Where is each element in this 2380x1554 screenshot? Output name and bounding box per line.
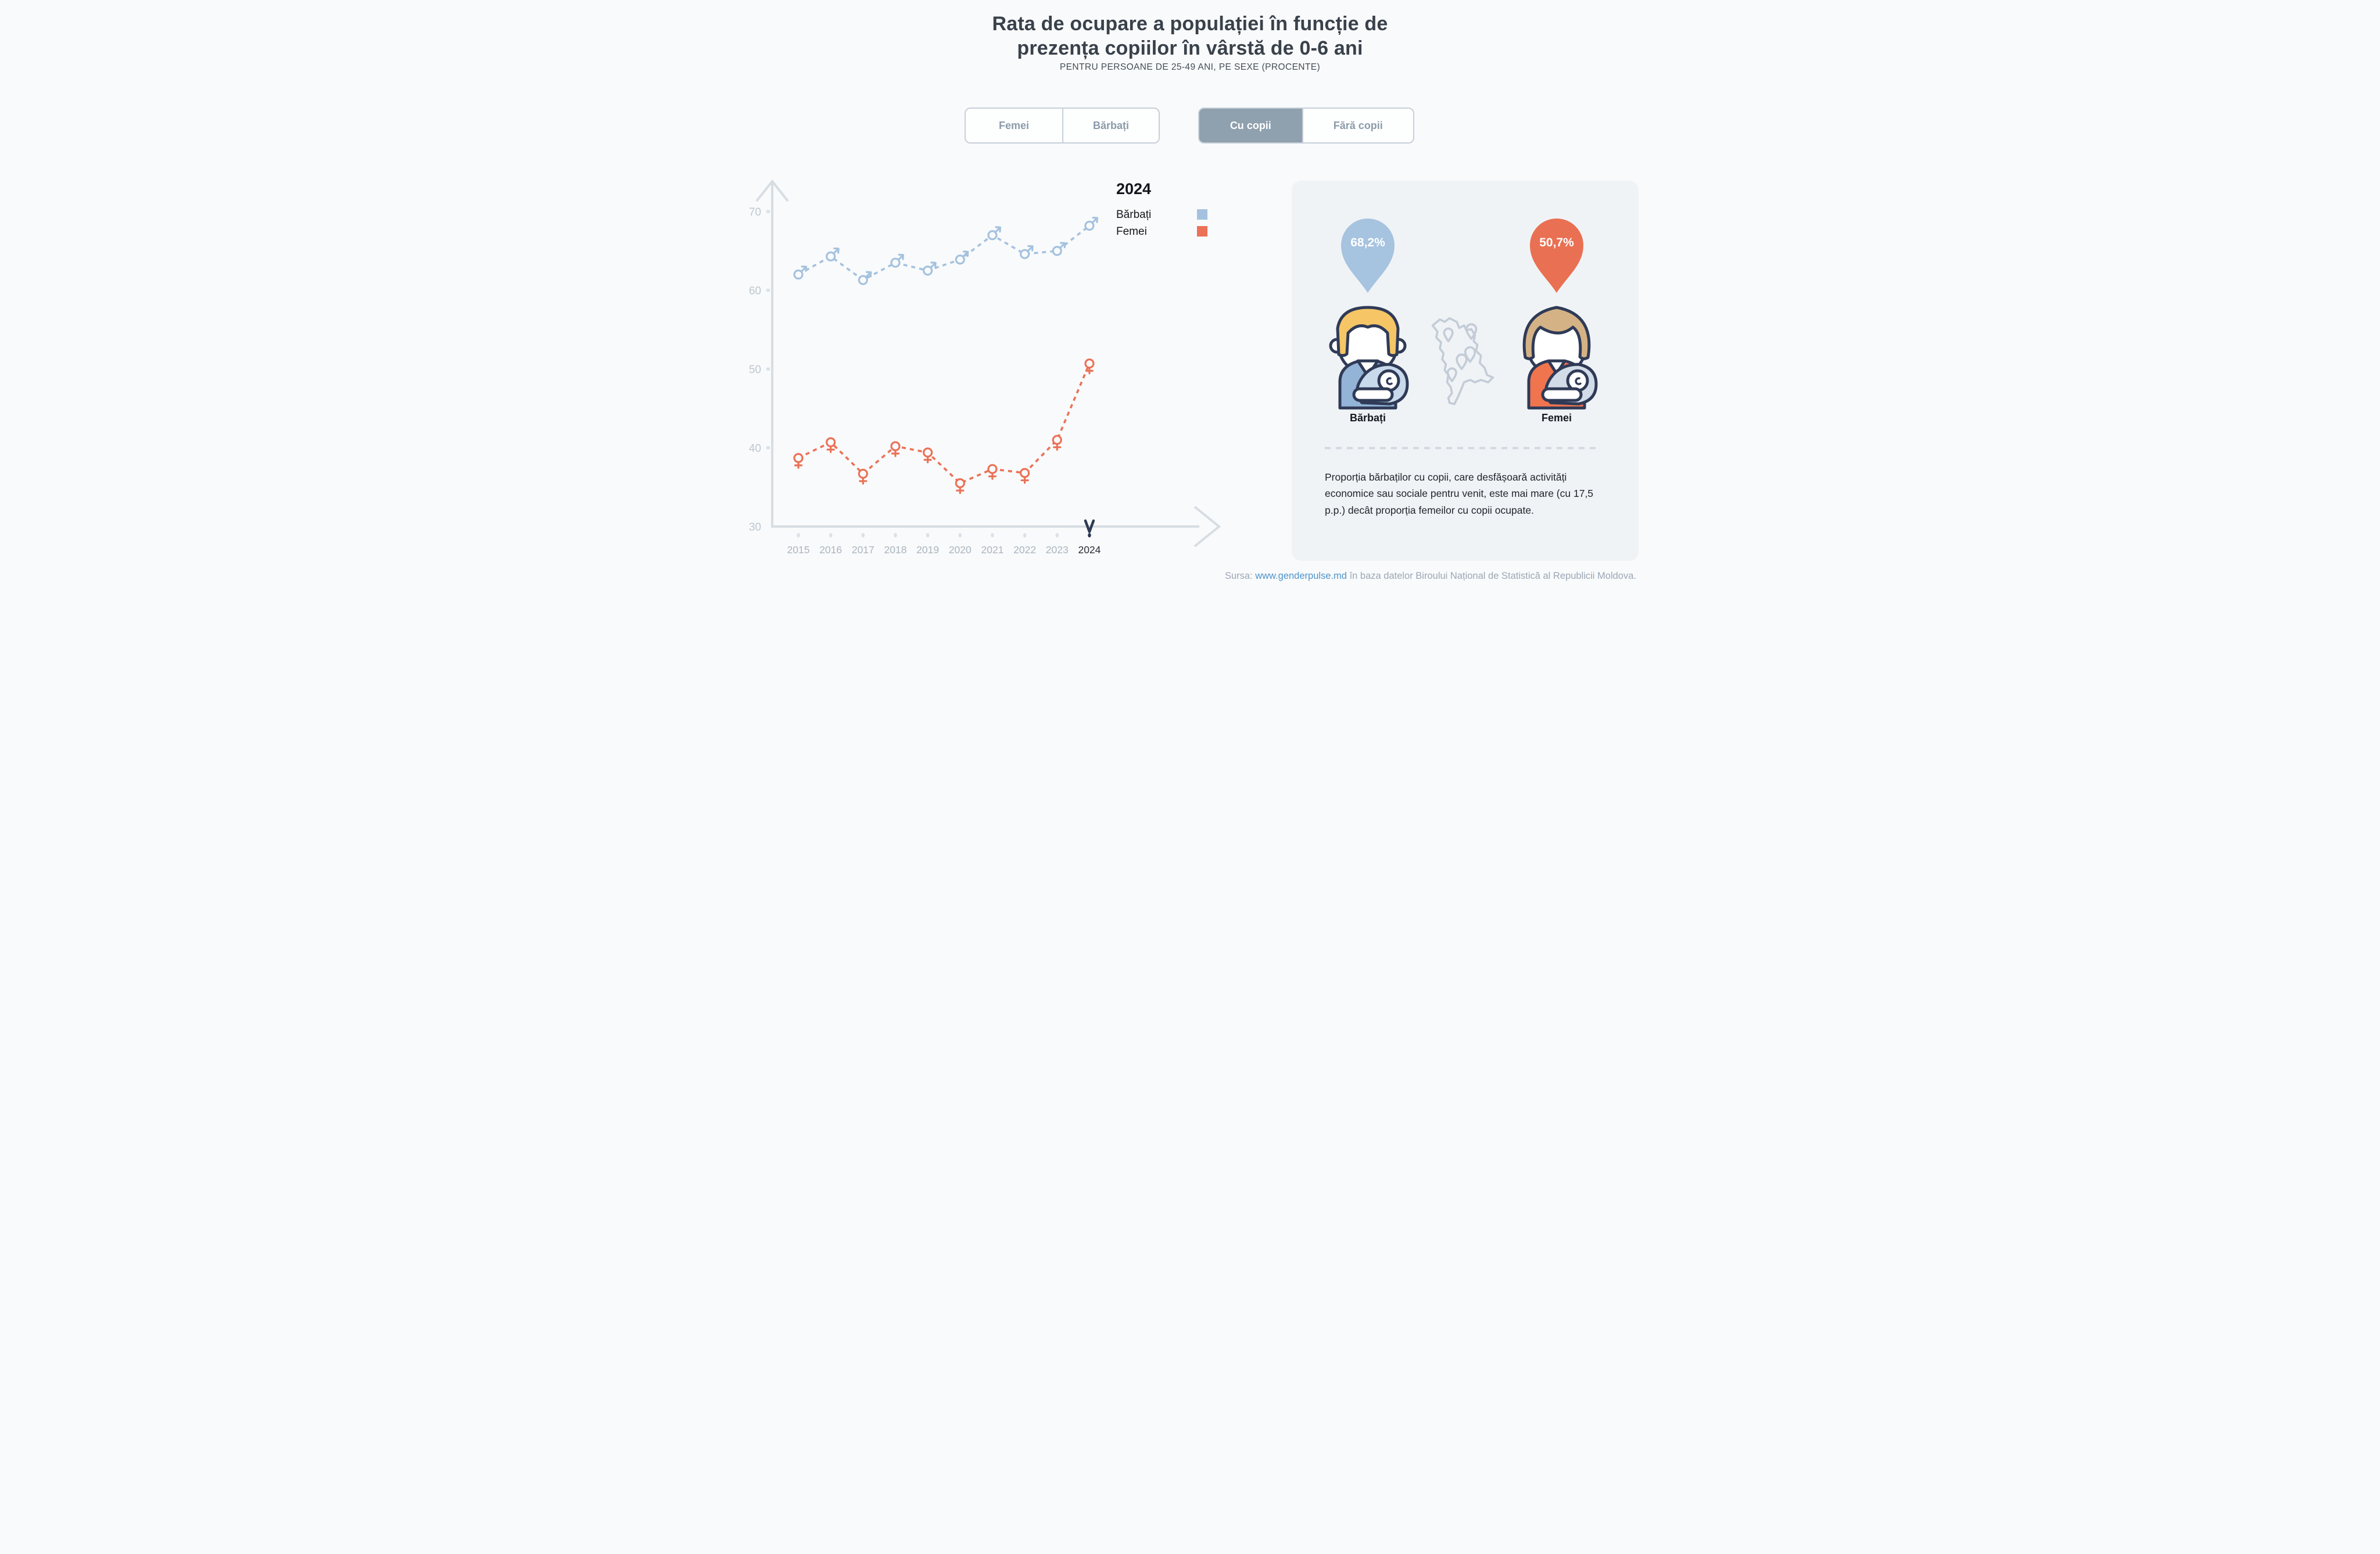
female-data-point-2021[interactable] [987,464,998,480]
year-dot-2019[interactable] [926,533,930,538]
female-data-point-2018[interactable] [890,441,901,457]
year-dot-2024[interactable] [1088,533,1091,538]
moldova-map-icon [1424,312,1500,412]
y-tick-label-50: 50 [749,364,761,376]
highlight-card: 68,2% 50,7% [1292,181,1639,561]
y-tick-label-40: 40 [749,443,761,455]
female-data-point-2016[interactable] [826,437,836,453]
year-dot-2021[interactable] [991,533,994,538]
year-label-2016[interactable]: 2016 [819,544,842,556]
series-line-female [798,363,1091,485]
year-label-2020[interactable]: 2020 [949,544,972,556]
male-data-point-2019[interactable] [923,262,937,276]
man-label: Bărbați [1349,412,1386,424]
male-data-point-2017[interactable] [858,271,872,285]
toggle-barbati[interactable]: Bărbați [1062,109,1159,142]
y-tick-label-70: 70 [749,206,761,219]
female-value: 50,7% [1539,236,1574,249]
female-data-point-2015[interactable] [793,453,804,469]
year-label-2015[interactable]: 2015 [787,544,810,556]
y-tick [766,446,770,449]
male-data-point-2020[interactable] [955,250,969,265]
year-label-2017[interactable]: 2017 [852,544,874,556]
toggle-fara-copii[interactable]: Fără copii [1302,109,1413,142]
male-value: 68,2% [1350,236,1385,249]
female-data-point-2023[interactable] [1052,435,1062,451]
year-dot-2017[interactable] [861,533,865,538]
female-data-point-2019[interactable] [923,447,933,464]
year-dot-2016[interactable] [829,533,833,538]
male-data-point-2021[interactable] [987,226,1001,241]
legend-year: 2024 [1116,180,1152,198]
y-tick-label-30: 30 [749,521,761,533]
y-tick [766,210,770,213]
series-line-male [798,224,1091,282]
dashed-divider [1325,447,1600,449]
page-title-line1: Rata de ocupare a populației în funcție … [992,13,1388,35]
man-with-baby-icon [1321,298,1414,410]
male-data-point-2022[interactable] [1020,245,1034,259]
year-label-2024[interactable]: 2024 [1078,544,1101,556]
woman-with-baby-icon [1510,298,1603,410]
x-axis-arrow-icon [1193,506,1221,547]
male-data-point-2023[interactable] [1052,242,1066,256]
children-toggle-group: Cu copii Fără copii [1198,108,1414,144]
year-label-2023[interactable]: 2023 [1046,544,1069,556]
year-dot-2022[interactable] [1023,533,1027,538]
source-suffix: în baza datelor Biroului Național de Sta… [1349,571,1636,581]
insight-note: Proporția bărbaților cu copii, care desf… [1325,471,1594,516]
year-dot-2018[interactable] [894,533,897,538]
balloon-pin-icon [1530,219,1583,293]
y-tick-label-60: 60 [749,285,761,298]
female-data-point-2022[interactable] [1020,468,1030,484]
year-label-2018[interactable]: 2018 [884,544,907,556]
male-data-point-2024[interactable] [1084,216,1098,231]
male-data-point-2016[interactable] [826,247,840,262]
year-label-2021[interactable]: 2021 [981,544,1003,556]
male-data-point-2018[interactable] [890,253,904,268]
legend-swatch-femei [1197,226,1207,237]
y-axis-arrow-icon [755,179,789,202]
female-data-point-2017[interactable] [858,468,868,485]
year-dot-2015[interactable] [797,533,800,538]
y-tick [766,289,770,292]
sex-toggle-group: Femei Bărbați [965,108,1160,144]
balloon-pin-icon [1341,219,1395,293]
page-title: Rata de ocupare a populației în funcție … [734,12,1646,60]
source-line: Sursa: www.genderpulse.md în baza datelo… [997,571,1636,582]
year-label-2019[interactable]: 2019 [916,544,939,556]
legend-label-femei: Femei [1116,225,1147,238]
year-dot-2023[interactable] [1055,533,1059,538]
source-link[interactable]: www.genderpulse.md [1255,571,1347,581]
page-title-line2: prezența copiilor în vârstă de 0-6 ani [1017,37,1363,59]
legend-label-barbati: Bărbați [1116,209,1152,221]
employment-chart: 30 40 50 60 70 2015 2016 2017 2018 2019 2020 2021 20… [749,179,1221,556]
toggle-femei[interactable]: Femei [966,109,1062,142]
woman-label: Femei [1541,412,1572,424]
male-value-balloon: 68,2% [1336,214,1400,295]
legend-item-femei: Femei [1116,225,1244,242]
source-prefix: Sursa: [1224,571,1253,581]
male-data-point-2015[interactable] [793,266,807,280]
genderpulse-dashboard: Rata de ocupare a populației în funcție … [734,0,1646,595]
toggle-cu-copii[interactable]: Cu copii [1199,109,1302,142]
year-dot-2020[interactable] [958,533,962,538]
year-label-2022[interactable]: 2022 [1013,544,1036,556]
legend-swatch-barbati [1197,209,1207,220]
page-subtitle: PENTRU PERSOANE DE 25-49 ANI, PE SEXE (P… [1059,62,1321,72]
y-tick [766,367,770,371]
selected-year-pointer-icon [1084,519,1095,533]
female-data-point-2020[interactable] [955,478,965,495]
legend-item-barbati: Bărbați [1116,209,1244,225]
female-value-balloon: 50,7% [1525,214,1589,295]
female-data-point-2024[interactable] [1084,358,1095,375]
chart-legend: 2024 Bărbați Femei [1116,180,1244,242]
